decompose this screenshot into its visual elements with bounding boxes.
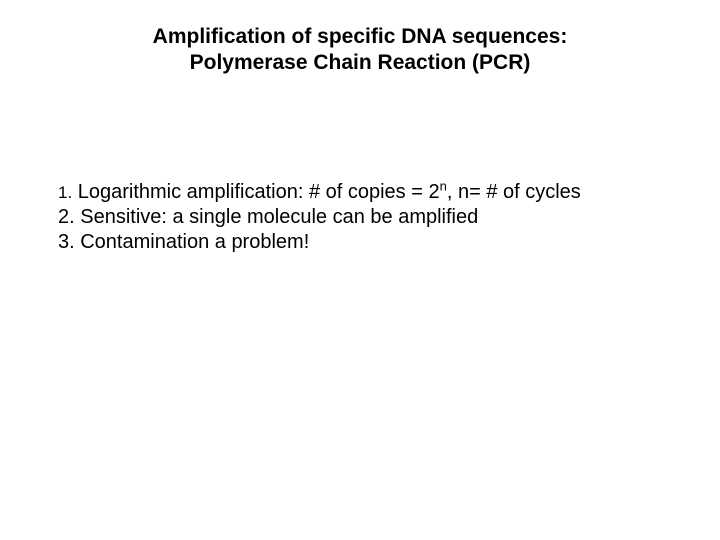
point-2: 2. Sensitive: a single molecule can be a… [58,205,678,230]
title-line-1: Amplification of specific DNA sequences: [0,24,720,50]
slide-body: 1. Logarithmic amplification: # of copie… [58,180,678,255]
point-1-text-a: Logarithmic amplification: # of copies =… [72,181,439,203]
point-1-superscript: n [440,178,447,193]
slide-title: Amplification of specific DNA sequences:… [0,24,720,77]
point-1-number: 1. [58,183,72,202]
slide: Amplification of specific DNA sequences:… [0,0,720,540]
point-3: 3. Contamination a problem! [58,230,678,255]
point-1-text-b: , n= # of cycles [447,181,581,203]
point-1: 1. Logarithmic amplification: # of copie… [58,180,678,205]
title-line-2: Polymerase Chain Reaction (PCR) [0,50,720,76]
